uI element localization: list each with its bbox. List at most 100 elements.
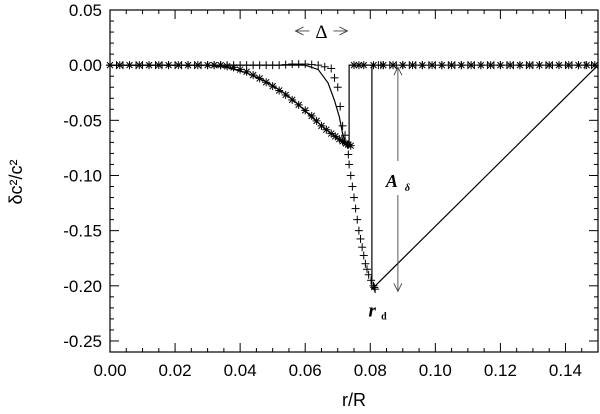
star-marker	[398, 61, 407, 70]
star-marker	[582, 61, 591, 70]
y-tick-label: -0.20	[63, 277, 102, 296]
star-marker	[242, 67, 251, 76]
plus-marker	[336, 102, 345, 111]
plus-marker	[369, 281, 378, 290]
star-marker	[408, 61, 417, 70]
y-tick-label: 0.00	[69, 56, 102, 75]
y-tick-label: -0.25	[63, 332, 102, 351]
star-marker	[554, 61, 563, 70]
star-marker	[331, 132, 340, 141]
plus-marker	[358, 243, 367, 252]
star-marker	[525, 61, 534, 70]
star-marker	[389, 61, 398, 70]
star-marker	[301, 106, 310, 115]
star-marker	[145, 61, 154, 70]
plus-marker	[330, 73, 339, 82]
plus-marker	[371, 285, 380, 294]
star-marker	[229, 63, 238, 72]
star-marker	[262, 78, 271, 87]
star-marker	[535, 61, 544, 70]
axis-ticks: 0.00 0.02 0.04 0.06 0.08 0.10 0.12 0.14 0.05 0.00…	[63, 1, 598, 380]
star-marker	[379, 61, 388, 70]
delta-arrowhead-right	[339, 26, 349, 36]
star-marker	[317, 121, 326, 130]
x-tick-label: 0.06	[289, 361, 322, 380]
plus-marker	[359, 251, 368, 260]
star-marker	[428, 61, 437, 70]
y-tick-label: -0.10	[63, 166, 102, 185]
star-marker	[193, 61, 202, 70]
x-axis-title: r/R	[342, 390, 366, 410]
series-line-3	[110, 64, 347, 145]
star-marker	[115, 61, 124, 70]
annotations: Δ A δ r d	[294, 22, 410, 323]
star-marker	[564, 61, 573, 70]
star-marker	[223, 62, 232, 71]
y-tick-label: -0.15	[63, 222, 102, 241]
plus-marker	[350, 193, 358, 202]
delta-arrowhead-left	[294, 26, 304, 36]
star-marker	[590, 61, 599, 70]
star-marker	[154, 61, 163, 70]
star-marker	[203, 61, 212, 70]
star-marker	[506, 61, 515, 70]
plus-marker	[351, 204, 360, 213]
star-marker	[106, 61, 114, 70]
star-marker	[288, 95, 297, 104]
star-marker	[281, 90, 290, 99]
star-marker	[327, 129, 336, 138]
plus-marker	[327, 64, 336, 73]
x-tick-label: 0.10	[419, 361, 452, 380]
plus-marker	[356, 234, 365, 243]
plus-marker	[370, 283, 379, 292]
star-marker	[447, 61, 456, 70]
plus-marker	[338, 121, 347, 130]
series-line-2	[110, 64, 599, 291]
plus-marker	[275, 61, 284, 70]
plus-marker	[333, 83, 342, 92]
amplitude-arrowhead-bottom	[393, 283, 403, 293]
plus-marker	[354, 226, 363, 235]
plus-marker	[361, 259, 370, 268]
y-axis-title: δc²/c²	[6, 159, 26, 204]
star-marker	[275, 86, 284, 95]
star-marker	[216, 61, 225, 70]
star-marker	[359, 61, 368, 70]
x-tick-label: 0.08	[354, 361, 387, 380]
star-marker	[236, 65, 245, 74]
plus-marker	[353, 215, 362, 224]
plus-marker	[301, 60, 310, 69]
plus-marker	[364, 270, 373, 279]
plus-marker	[341, 131, 350, 140]
x-tick-label: 0.12	[484, 361, 517, 380]
plus-marker	[345, 160, 354, 169]
star-marker	[346, 141, 355, 150]
plus-marker	[314, 61, 323, 70]
star-marker	[467, 61, 476, 70]
delta-label: Δ	[315, 22, 327, 43]
star-marker	[135, 61, 144, 70]
y-tick-label: -0.05	[63, 111, 102, 130]
plus-marker	[346, 171, 355, 180]
plus-marker	[281, 60, 290, 69]
star-marker	[418, 61, 427, 70]
amplitude-label: A	[385, 171, 398, 191]
plus-marker	[348, 182, 357, 191]
plus-marker	[367, 276, 376, 285]
amplitude-arrowhead-top	[393, 66, 403, 76]
plus-marker	[363, 265, 372, 274]
plus-marker	[320, 62, 329, 71]
y-tick-label: 0.05	[69, 1, 102, 20]
star-marker	[322, 125, 331, 134]
plus-marker	[344, 150, 353, 159]
star-marker	[255, 74, 264, 83]
star-marker	[437, 61, 446, 70]
star-marker	[125, 61, 134, 70]
star-marker	[574, 61, 583, 70]
x-tick-label: 0.00	[93, 361, 126, 380]
star-marker	[294, 100, 303, 109]
rd-subscript: d	[381, 312, 387, 323]
amplitude-subscript: δ	[405, 183, 410, 194]
star-marker	[164, 61, 173, 70]
